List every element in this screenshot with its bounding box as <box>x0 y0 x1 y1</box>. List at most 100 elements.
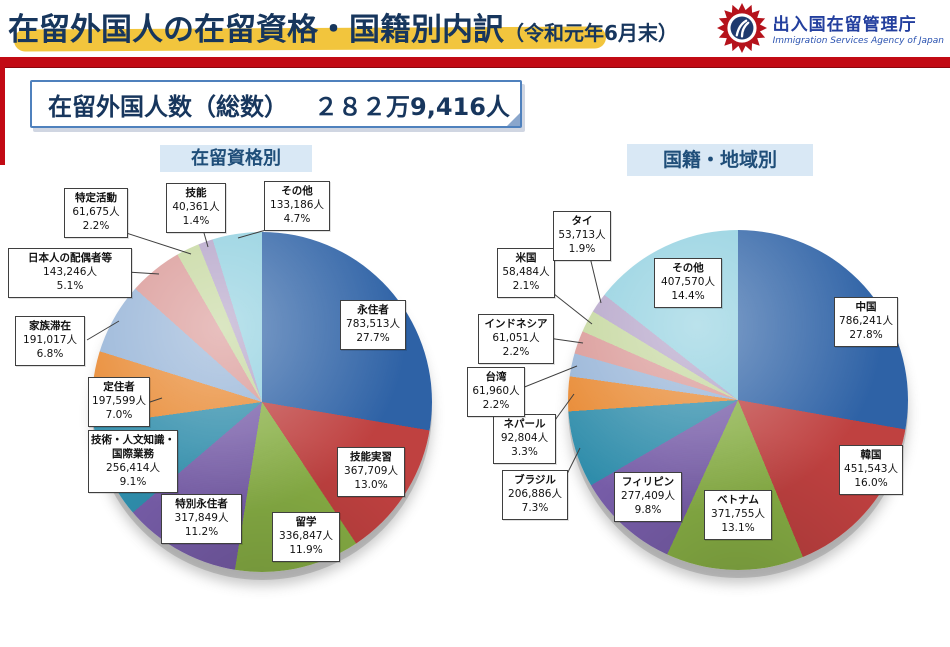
slice-name: 家族滞在 <box>29 320 71 332</box>
slice-percent: 13.0% <box>354 478 388 491</box>
slice-count: 61,051人 <box>492 331 540 344</box>
page-title-suffix: （令和元年6月末） <box>504 21 678 45</box>
slice-name: ネパール <box>503 418 546 430</box>
callout-fold-corner <box>507 113 520 126</box>
callout-philippines: フィリピン 277,409人 9.8% <box>614 472 682 522</box>
slice-name: 日本人の配偶者等 <box>28 252 112 264</box>
callout-designated-activities: 特定活動 61,675人 2.2% <box>64 188 128 238</box>
slice-percent: 7.0% <box>105 408 133 421</box>
slice-percent: 2.2% <box>482 398 510 411</box>
slice-count: 92,804人 <box>500 431 549 444</box>
slice-count: 451,543人 <box>844 462 898 475</box>
callout-special-permanent-resident: 特別永住者 317,849人 11.2% <box>161 494 242 544</box>
chart-title-nationality-region: 国籍・地域別 <box>627 144 813 176</box>
slice-name: 永住者 <box>357 304 389 316</box>
slice-percent: 27.8% <box>849 328 883 341</box>
slice-count: 197,599人 <box>92 394 146 407</box>
slice-name: タイ <box>571 215 593 227</box>
slice-name: 技能実習 <box>350 451 392 463</box>
chart-title-status-of-residence: 在留資格別 <box>160 145 312 172</box>
slice-count: 277,409人 <box>621 489 675 502</box>
slice-count: 40,361人 <box>172 200 220 213</box>
slice-percent: 6.8% <box>36 347 64 360</box>
slice-percent: 11.9% <box>289 543 323 556</box>
left-accent-strip <box>0 57 5 165</box>
callout-skilled-labor: 技能 40,361人 1.4% <box>166 183 226 233</box>
callout-student: 留学 336,847人 11.9% <box>272 512 340 562</box>
callout-usa: 米国 58,484人 2.1% <box>497 248 555 298</box>
slice-percent: 9.1% <box>119 475 147 488</box>
callout-technical-intern-training: 技能実習 367,709人 13.0% <box>337 447 405 497</box>
slice-percent: 2.2% <box>82 219 110 232</box>
slice-name: その他 <box>672 262 704 274</box>
slice-percent: 7.3% <box>521 501 549 514</box>
slice-count: 367,709人 <box>344 464 398 477</box>
slice-percent: 16.0% <box>854 476 888 489</box>
title-bar: 在留外国人の在留資格・国籍別内訳（令和元年6月末） 出入国在留管理庁 Immig… <box>0 0 950 57</box>
slice-count: 371,755人 <box>711 507 765 520</box>
slice-count: 256,414人 <box>106 461 160 474</box>
callout-korea: 韓国 451,543人 16.0% <box>839 445 903 495</box>
slice-name: インドネシア <box>484 318 548 330</box>
slice-percent: 4.7% <box>283 212 311 225</box>
total-label: 在留外国人数（総数） <box>48 92 288 121</box>
total-value: ２８２万9,416人 <box>314 92 510 121</box>
slice-name: 中国 <box>855 301 877 313</box>
slice-name: 米国 <box>515 252 537 264</box>
callout-indonesia: インドネシア 61,051人 2.2% <box>478 314 554 364</box>
callout-thailand: タイ 53,713人 1.9% <box>553 211 611 261</box>
slice-name: ベトナム <box>717 494 759 506</box>
callout-status-others: その他 133,186人 4.7% <box>264 181 330 231</box>
page-title-text: 在留外国人の在留資格・国籍別内訳 <box>8 12 504 48</box>
slice-count: 61,675人 <box>72 205 120 218</box>
callout-spouse-of-japanese: 日本人の配偶者等 143,246人 5.1% <box>8 248 132 298</box>
slice-count: 317,849人 <box>174 511 229 524</box>
slice-count: 336,847人 <box>279 529 333 542</box>
slice-count: 783,513人 <box>346 317 400 330</box>
slice-percent: 1.4% <box>182 214 210 227</box>
slice-count: 786,241人 <box>839 314 893 327</box>
slice-name: 技能 <box>185 187 207 199</box>
callout-dependent: 家族滞在 191,017人 6.8% <box>15 316 85 366</box>
page-title: 在留外国人の在留資格・国籍別内訳（令和元年6月末） <box>8 4 678 49</box>
slice-count: 53,713人 <box>558 228 606 241</box>
callout-nationality-others: その他 407,570人 14.4% <box>654 258 722 308</box>
slice-percent: 27.7% <box>356 331 390 344</box>
callout-taiwan: 台湾 61,960人 2.2% <box>467 367 525 417</box>
slice-count: 143,246人 <box>43 265 97 278</box>
slice-name: 留学 <box>295 516 317 528</box>
slice-count: 58,484人 <box>502 265 550 278</box>
header-divider-bar <box>0 57 950 68</box>
slice-name: 特定活動 <box>75 192 117 204</box>
slice-name: 韓国 <box>860 449 882 461</box>
slice-name: 台湾 <box>485 371 507 383</box>
slice-percent: 13.1% <box>721 521 755 534</box>
slice-name: 定住者 <box>103 381 135 393</box>
slice-percent: 9.8% <box>634 503 662 516</box>
slice-count: 407,570人 <box>661 275 715 288</box>
callout-vietnam: ベトナム 371,755人 13.1% <box>704 490 772 540</box>
slice-name: その他 <box>281 185 313 197</box>
callout-nepal: ネパール 92,804人 3.3% <box>493 414 556 464</box>
slice-percent: 3.3% <box>511 445 538 458</box>
slice-count: 133,186人 <box>270 198 324 211</box>
slice-name: ブラジル <box>514 474 556 486</box>
callout-brazil: ブラジル 206,886人 7.3% <box>502 470 568 520</box>
slice-percent: 14.4% <box>671 289 705 302</box>
slice-count: 206,886人 <box>508 487 562 500</box>
slice-name: 技術・人文知識・国際業務 <box>91 434 175 460</box>
callout-china: 中国 786,241人 27.8% <box>834 297 898 347</box>
slice-percent: 1.9% <box>568 242 596 255</box>
slice-name: 特別永住者 <box>175 498 228 510</box>
slice-count: 61,960人 <box>472 384 520 397</box>
agency-emblem-icon <box>716 3 767 53</box>
callout-permanent-resident: 永住者 783,513人 27.7% <box>340 300 406 350</box>
agency-logo: 出入国在留管理庁 Immigration Services Agency of … <box>710 3 944 53</box>
slice-percent: 2.1% <box>512 279 540 292</box>
total-residents-callout: 在留外国人数（総数） ２８２万9,416人 <box>30 80 522 128</box>
slice-count: 191,017人 <box>23 333 77 346</box>
slice-percent: 11.2% <box>184 525 219 538</box>
slice-percent: 2.2% <box>502 345 530 358</box>
slice-name: フィリピン <box>621 476 675 488</box>
agency-name-en: Immigration Services Agency of Japan <box>772 36 944 46</box>
